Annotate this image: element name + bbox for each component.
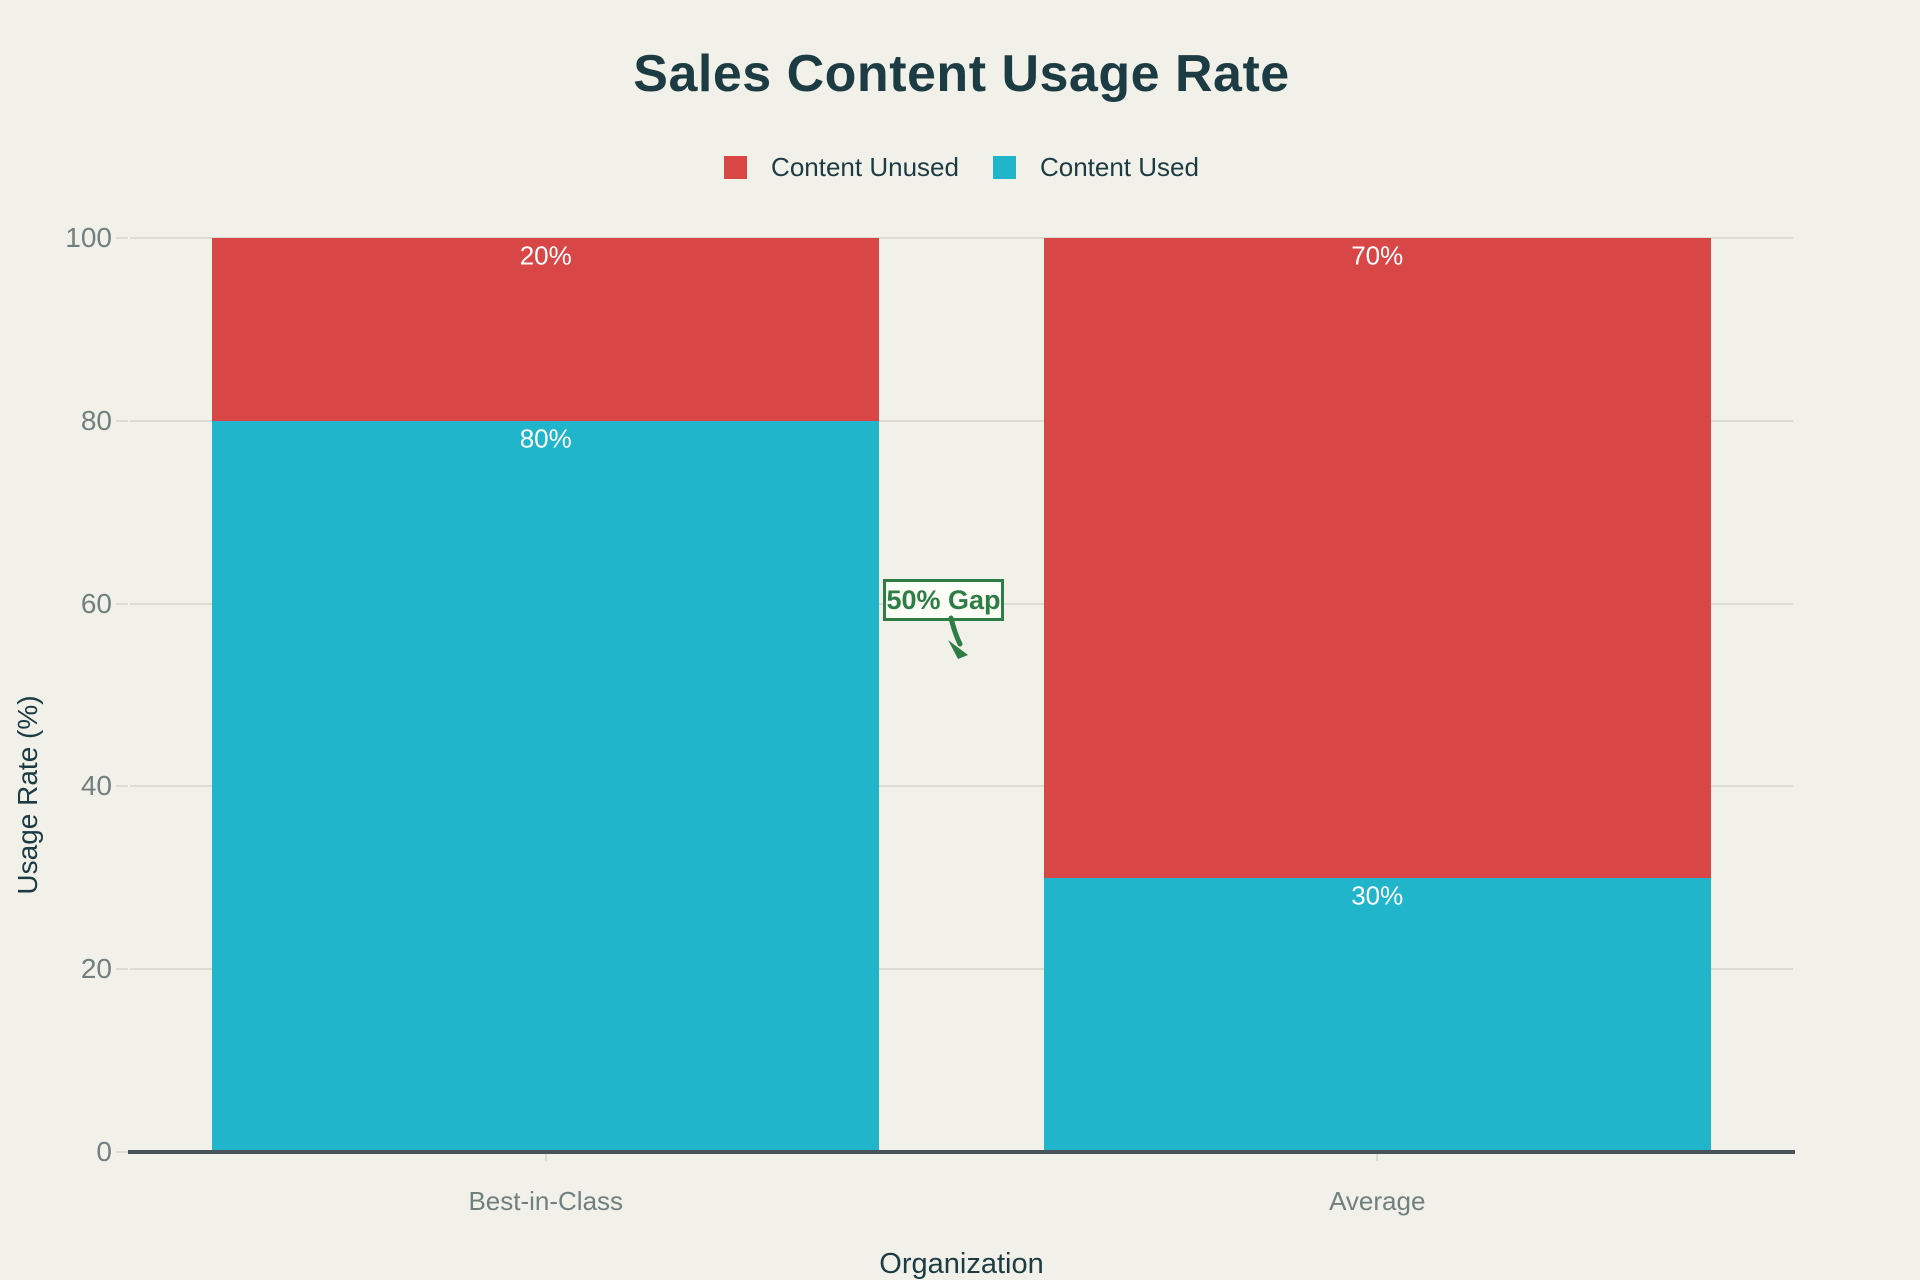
- gridline-y100: [130, 237, 1793, 239]
- y-tick-60: [116, 602, 128, 605]
- y-tick-100: [116, 237, 128, 239]
- bar-value-label: 30%: [1351, 880, 1404, 911]
- legend-item-content-unused: Content Unused: [724, 152, 959, 183]
- y-tick-80: [116, 419, 128, 422]
- y-tick-0: [116, 1151, 128, 1153]
- gap-arrow-icon: [948, 615, 968, 659]
- y-tick-40: [116, 785, 128, 788]
- bar-value-label: 70%: [1351, 240, 1404, 271]
- gridline-y20: [130, 968, 1793, 971]
- gridline-y40: [130, 785, 1793, 788]
- legend-swatch-unused-icon: [724, 156, 748, 179]
- bar-best-in-class-content-unused: 20%: [212, 238, 880, 421]
- legend-label-used: Content Used: [1039, 152, 1199, 182]
- x-tick-1: [1376, 1152, 1379, 1161]
- y-tick-label-0: 0: [96, 1136, 112, 1167]
- bar-value-label: 20%: [519, 240, 572, 271]
- legend: Content Unused Content Used: [130, 152, 1793, 183]
- legend-item-content-used: Content Used: [992, 152, 1199, 183]
- gap-annotation: 50% Gap: [883, 579, 1004, 621]
- x-axis-title: Organization: [879, 1248, 1044, 1280]
- y-tick-20: [116, 968, 128, 971]
- y-tick-label-100: 100: [65, 222, 112, 253]
- y-axis-title: Usage Rate (%): [12, 695, 43, 895]
- bar-average-content-used: 30%: [1043, 877, 1711, 1152]
- chart-title: Sales Content Usage Rate: [633, 45, 1290, 103]
- y-tick-label-40: 40: [80, 770, 112, 802]
- bar-value-label: 80%: [519, 423, 572, 454]
- legend-swatch-used-icon: [992, 156, 1016, 179]
- bar-average-content-unused: 70%: [1043, 238, 1711, 878]
- y-tick-label-60: 60: [80, 587, 112, 619]
- x-tick-label-1: Average: [1329, 1186, 1426, 1216]
- x-tick-label-0: Best-in-Class: [468, 1186, 624, 1216]
- x-tick-0: [544, 1152, 547, 1161]
- y-tick-label-20: 20: [80, 953, 112, 985]
- legend-label-unused: Content Unused: [771, 152, 959, 182]
- y-tick-label-80: 80: [80, 404, 112, 436]
- bar-best-in-class-content-used: 80%: [212, 420, 880, 1152]
- gridline-y80: [130, 419, 1793, 422]
- x-axis-line: [128, 1150, 1795, 1154]
